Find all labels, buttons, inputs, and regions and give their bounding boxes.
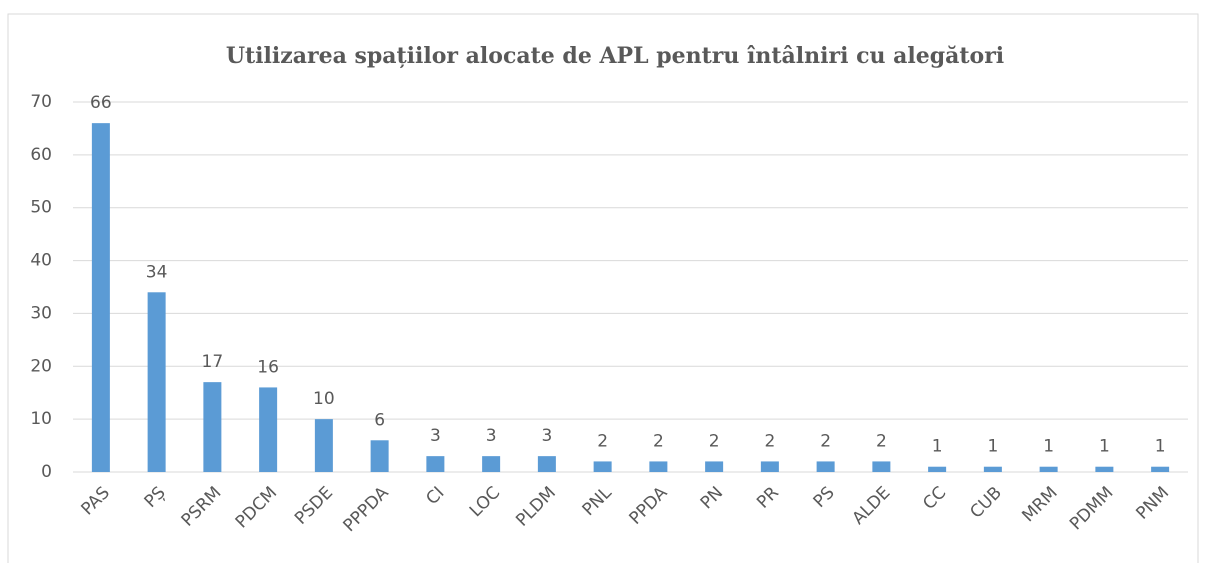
value-label: 1 xyxy=(1099,437,1110,457)
bar xyxy=(314,419,333,472)
value-label: 1 xyxy=(1043,437,1054,457)
bar xyxy=(370,440,389,472)
bar xyxy=(705,461,724,472)
y-tick-label: 0 xyxy=(41,462,52,482)
value-label: 2 xyxy=(709,431,720,451)
bar xyxy=(91,123,110,473)
bar xyxy=(928,466,947,472)
value-label: 2 xyxy=(653,431,664,451)
chart-frame xyxy=(7,13,1199,563)
value-label: 10 xyxy=(313,389,335,409)
value-label: 3 xyxy=(541,426,552,446)
y-tick-label: 10 xyxy=(30,409,52,429)
y-tick-label: 40 xyxy=(30,251,52,271)
bar xyxy=(537,456,556,472)
y-tick-label: 50 xyxy=(30,198,52,218)
value-label: 2 xyxy=(820,431,831,451)
bar xyxy=(983,466,1002,472)
bar xyxy=(1039,466,1058,472)
value-label: 1 xyxy=(987,437,998,457)
bar xyxy=(816,461,835,472)
bar xyxy=(482,456,501,472)
value-label: 17 xyxy=(202,352,224,372)
value-label: 16 xyxy=(257,357,279,377)
value-label: 1 xyxy=(1155,437,1166,457)
bar xyxy=(1151,466,1170,472)
bar xyxy=(760,461,779,472)
bar xyxy=(1095,466,1114,472)
y-tick-label: 70 xyxy=(30,92,52,112)
y-tick-label: 20 xyxy=(30,356,52,376)
bar xyxy=(259,387,278,472)
value-label: 66 xyxy=(90,93,112,113)
chart-title: Utilizarea spațiilor alocate de APL pent… xyxy=(226,43,1004,69)
bar xyxy=(203,382,222,472)
y-tick-label: 60 xyxy=(30,145,52,165)
value-label: 34 xyxy=(146,262,168,282)
value-label: 2 xyxy=(597,431,608,451)
value-label: 3 xyxy=(430,426,441,446)
bar xyxy=(872,461,891,472)
value-label: 6 xyxy=(374,410,385,430)
value-label: 2 xyxy=(764,431,775,451)
bar xyxy=(147,292,166,472)
y-tick-label: 30 xyxy=(30,303,52,323)
value-label: 1 xyxy=(932,437,943,457)
value-label: 2 xyxy=(876,431,887,451)
bar xyxy=(593,461,612,472)
value-label: 3 xyxy=(486,426,497,446)
bar xyxy=(426,456,445,472)
bar xyxy=(649,461,668,472)
